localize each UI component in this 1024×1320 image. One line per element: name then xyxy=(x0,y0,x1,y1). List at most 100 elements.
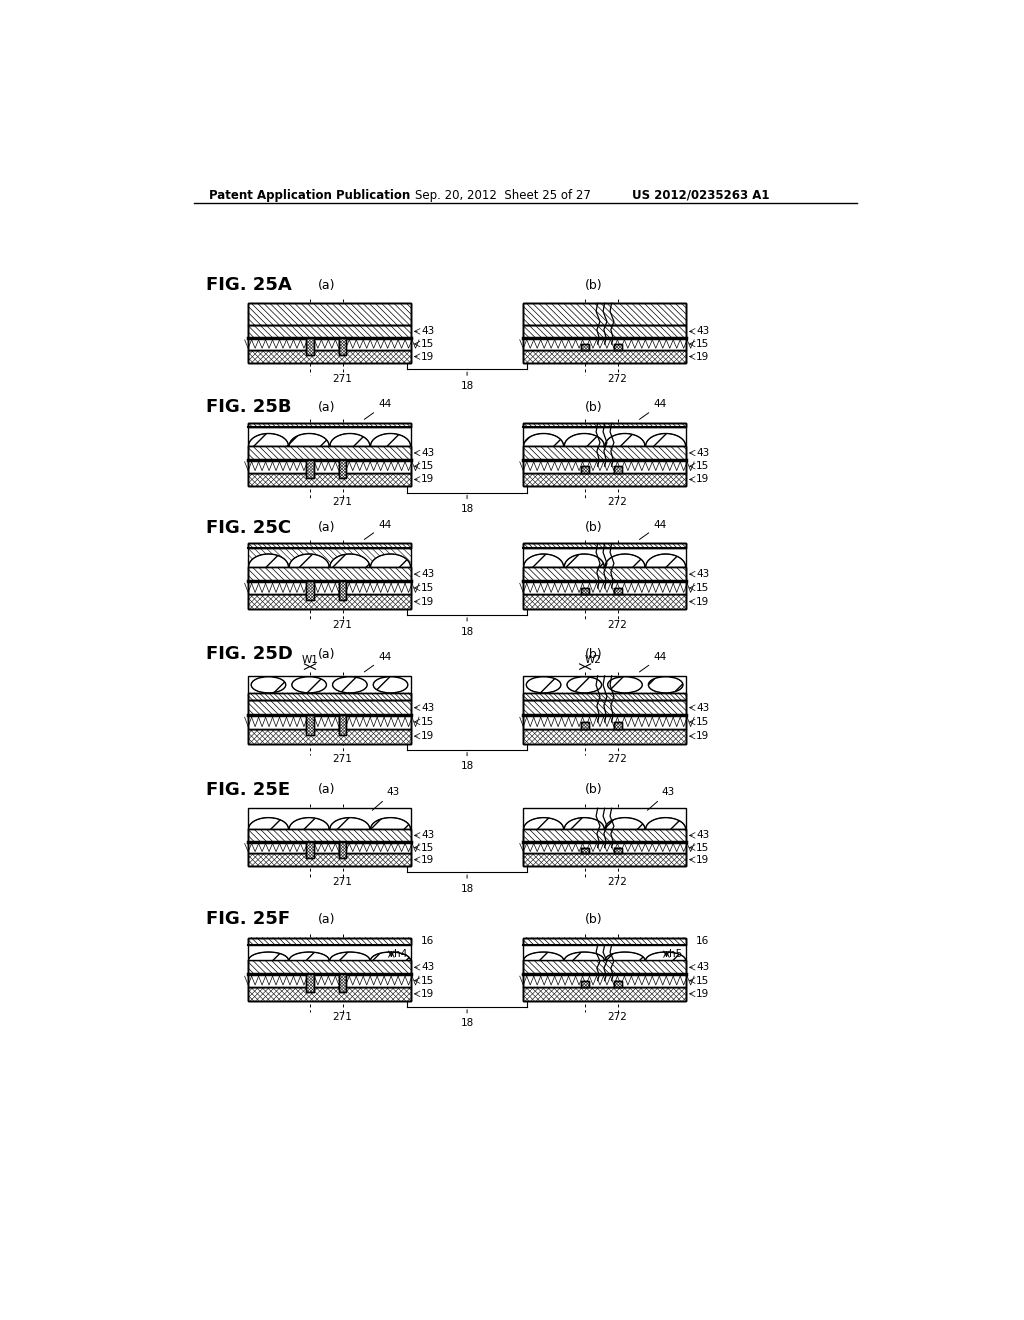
Text: 271: 271 xyxy=(333,876,352,887)
Text: (b): (b) xyxy=(586,648,603,661)
Bar xyxy=(523,853,686,866)
Bar xyxy=(523,325,686,338)
Text: 43: 43 xyxy=(421,702,434,713)
Bar xyxy=(306,715,313,734)
Bar xyxy=(523,700,686,715)
Bar xyxy=(523,594,686,609)
Polygon shape xyxy=(604,554,645,568)
Bar xyxy=(523,446,686,459)
Bar xyxy=(523,568,686,581)
Bar xyxy=(523,424,686,446)
Bar xyxy=(523,829,686,842)
Ellipse shape xyxy=(567,677,601,693)
Polygon shape xyxy=(289,554,330,568)
Text: (b): (b) xyxy=(586,400,603,413)
Ellipse shape xyxy=(607,677,642,693)
Bar xyxy=(306,581,313,601)
Bar xyxy=(248,568,411,581)
Text: 43: 43 xyxy=(647,787,675,810)
Text: 43: 43 xyxy=(421,326,434,337)
Bar xyxy=(248,808,411,866)
Bar xyxy=(613,345,622,350)
Bar xyxy=(248,961,411,974)
Bar xyxy=(523,715,686,729)
Text: 15: 15 xyxy=(696,975,710,986)
Text: 44: 44 xyxy=(365,520,392,540)
Polygon shape xyxy=(604,817,645,829)
Text: 18: 18 xyxy=(461,752,474,771)
Bar xyxy=(523,937,686,1001)
Text: 43: 43 xyxy=(421,569,434,579)
Bar xyxy=(523,974,686,987)
Ellipse shape xyxy=(251,677,286,693)
Bar xyxy=(523,304,686,325)
Ellipse shape xyxy=(526,677,561,693)
Text: 15: 15 xyxy=(696,583,710,593)
Bar xyxy=(248,715,411,729)
Bar xyxy=(248,424,411,487)
Bar xyxy=(248,446,411,459)
Bar xyxy=(613,722,622,729)
Bar xyxy=(248,729,411,743)
Bar xyxy=(248,987,411,1001)
Text: Sep. 20, 2012  Sheet 25 of 27: Sep. 20, 2012 Sheet 25 of 27 xyxy=(415,189,591,202)
Bar xyxy=(339,459,346,478)
Bar xyxy=(248,693,411,700)
Bar xyxy=(306,974,313,993)
Bar xyxy=(248,945,411,961)
Bar xyxy=(613,345,622,350)
Bar xyxy=(248,676,411,743)
Polygon shape xyxy=(523,817,564,829)
Bar xyxy=(306,581,313,601)
Text: 43: 43 xyxy=(696,447,710,458)
Bar xyxy=(523,473,686,487)
Text: (a): (a) xyxy=(317,279,336,292)
Text: 18: 18 xyxy=(461,875,474,894)
Text: 272: 272 xyxy=(607,619,628,630)
Bar xyxy=(523,350,686,363)
Bar xyxy=(523,424,686,428)
Text: 15: 15 xyxy=(421,975,434,986)
Polygon shape xyxy=(289,952,330,961)
Polygon shape xyxy=(371,554,411,568)
Bar xyxy=(523,808,686,829)
Text: 271: 271 xyxy=(333,498,352,507)
Text: 16: 16 xyxy=(696,936,710,946)
Bar xyxy=(523,700,686,715)
Text: 43: 43 xyxy=(696,962,710,973)
Ellipse shape xyxy=(373,677,408,693)
Bar xyxy=(248,304,411,325)
Bar xyxy=(248,729,411,743)
Bar xyxy=(248,473,411,487)
Bar xyxy=(523,338,686,350)
Text: 19: 19 xyxy=(421,854,434,865)
Bar xyxy=(613,847,622,853)
Text: 19: 19 xyxy=(421,474,434,484)
Bar xyxy=(582,466,589,473)
Bar xyxy=(523,693,686,700)
Bar xyxy=(248,808,411,829)
Text: 271: 271 xyxy=(333,619,352,630)
Bar xyxy=(523,987,686,1001)
Text: 15: 15 xyxy=(421,717,434,727)
Bar xyxy=(339,338,346,355)
Bar xyxy=(339,715,346,734)
Text: Patent Application Publication: Patent Application Publication xyxy=(209,189,411,202)
Bar xyxy=(523,729,686,743)
Bar xyxy=(613,466,622,473)
Bar xyxy=(523,424,686,487)
Bar xyxy=(523,594,686,609)
Text: 271: 271 xyxy=(333,1011,352,1022)
Text: (b): (b) xyxy=(586,521,603,535)
Text: 271: 271 xyxy=(333,755,352,764)
Bar xyxy=(248,842,411,853)
Bar xyxy=(248,544,411,548)
Bar xyxy=(523,304,686,325)
Polygon shape xyxy=(564,817,604,829)
Bar xyxy=(248,424,411,428)
Bar xyxy=(306,974,313,993)
Text: 15: 15 xyxy=(696,339,710,348)
Bar xyxy=(523,350,686,363)
Bar xyxy=(523,842,686,853)
Bar xyxy=(582,981,589,987)
